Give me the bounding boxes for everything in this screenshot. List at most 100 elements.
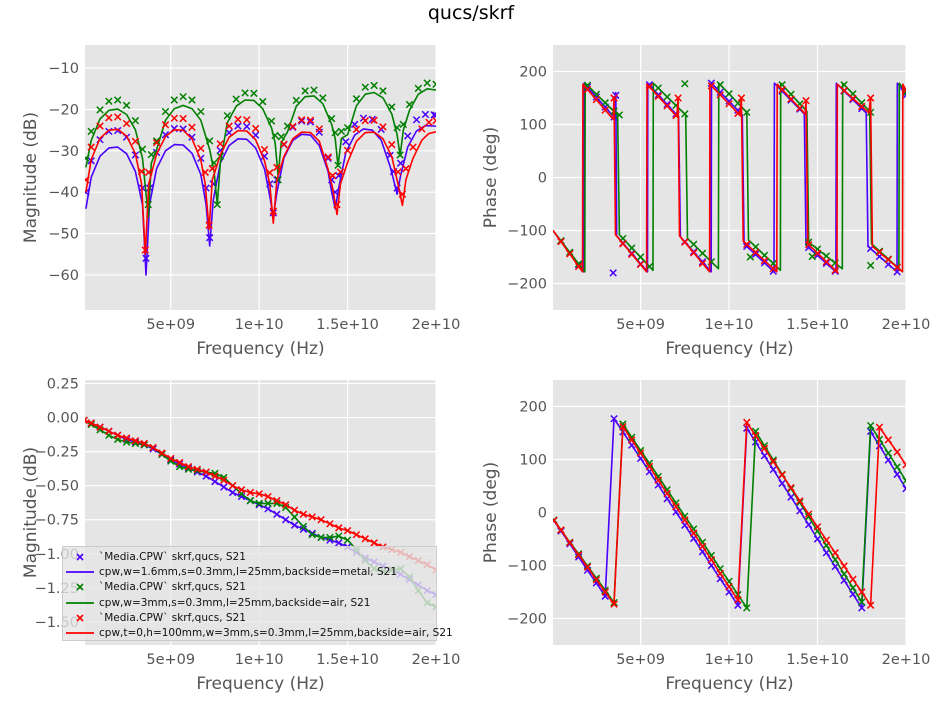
data-point-marker — [370, 81, 378, 90]
data-point-marker — [113, 126, 122, 135]
y-tick-label: −30 — [48, 144, 79, 160]
data-point-marker — [188, 123, 196, 132]
plot-area — [85, 45, 436, 310]
y-tick-label: 0 — [538, 171, 547, 187]
data-point-marker — [197, 144, 205, 153]
y-tick-label: −20 — [48, 102, 79, 118]
data-point-marker — [251, 124, 260, 133]
data-point-marker — [113, 96, 122, 104]
data-point-marker — [96, 122, 104, 130]
x-tick-label: 1e+10 — [235, 317, 284, 333]
line-swatch-icon — [66, 632, 94, 635]
y-tick-label: 200 — [519, 65, 547, 81]
series-layer — [553, 414, 906, 612]
y-tick-label: −100 — [507, 559, 547, 575]
data-point-marker — [361, 83, 370, 91]
x-tick-label: 2e+10 — [412, 317, 461, 333]
y-tick-label: 100 — [519, 118, 547, 134]
y-tick-label: −50 — [48, 227, 79, 243]
legend-label: `Media.CPW` skrf,qucs, S21 — [99, 550, 246, 563]
x-axis-label: Frequency (Hz) — [196, 339, 324, 359]
data-point-marker — [250, 89, 258, 98]
data-point-marker — [131, 137, 140, 146]
data-point-marker — [243, 122, 251, 131]
data-point-marker — [188, 133, 196, 141]
x-tick-label: 2e+10 — [882, 652, 931, 668]
data-point-marker — [352, 95, 361, 103]
data-point-marker — [113, 113, 122, 121]
y-tick-label: −0.75 — [35, 513, 79, 529]
data-point-marker — [297, 116, 306, 124]
legend-label: `Media.CPW` skrf,qucs, S21 — [99, 611, 246, 624]
data-point-marker — [216, 140, 225, 148]
y-tick-label: 100 — [519, 453, 547, 469]
data-point-marker — [409, 143, 417, 151]
x-axis-label: Frequency (Hz) — [665, 674, 793, 694]
legend-label: cpw,w=3mm,s=0.3mm,l=25mm,backside=air, S… — [99, 596, 371, 609]
data-point-marker — [432, 116, 436, 125]
data-point-marker — [306, 118, 315, 126]
data-point-marker — [370, 116, 378, 124]
x-tick-label: 1.5e+10 — [316, 317, 379, 333]
x-tick-label: 1.5e+10 — [786, 317, 849, 333]
x-tick-label: 1.5e+10 — [786, 652, 849, 668]
data-point-marker — [85, 416, 88, 425]
series-line — [553, 417, 906, 609]
data-point-marker — [319, 94, 327, 102]
data-point-marker — [315, 125, 324, 133]
data-point-marker — [260, 145, 269, 154]
data-point-marker — [280, 140, 288, 148]
data-point-marker — [808, 252, 816, 261]
data-point-marker — [96, 106, 104, 114]
subplot-s11-magnitude: 5e+09 1e+10 1.5e+10 2e+10 −10 −20 −30 −40 −50 −60… — [21, 45, 460, 359]
data-point-marker — [241, 89, 249, 97]
data-point-marker — [337, 127, 346, 136]
x-tick-label: 5e+09 — [616, 652, 665, 668]
y-tick-label: 0 — [538, 506, 547, 522]
series-line — [85, 88, 436, 218]
data-point-marker — [306, 116, 315, 124]
data-point-marker — [142, 254, 150, 263]
x-tick-label: 5e+09 — [616, 317, 665, 333]
data-point-marker — [379, 87, 387, 95]
subplot-s11-phase: 5e+09 1e+10 1.5e+10 2e+10 200 100 0 −100 −200 Fre… — [481, 45, 930, 359]
legend-label: `Media.CPW` skrf,qucs, S21 — [99, 581, 246, 594]
x-tick-label: 5e+09 — [146, 317, 195, 333]
data-point-marker — [87, 143, 95, 151]
data-point-marker — [258, 97, 267, 106]
data-point-marker — [105, 97, 113, 105]
x-axis-label: Frequency (Hz) — [665, 339, 793, 359]
y-axis-label: Magnitude (dB) — [21, 112, 41, 243]
legend-entry: cpw,w=3mm,s=0.3mm,l=25mm,backside=air, S… — [63, 595, 436, 610]
data-point-marker — [432, 80, 436, 89]
x-tick-label: 2e+10 — [882, 317, 931, 333]
y-tick-label: 200 — [519, 400, 547, 416]
y-axis-label: Phase (deg) — [481, 462, 501, 563]
data-point-marker — [197, 107, 205, 116]
data-point-marker — [425, 118, 433, 127]
marker-x-icon — [76, 583, 84, 591]
x-axis-label: Frequency (Hz) — [196, 674, 324, 694]
data-point-marker — [273, 163, 281, 172]
data-point-marker — [336, 168, 345, 176]
data-point-marker — [379, 123, 387, 131]
data-point-marker — [423, 79, 431, 87]
data-point-marker — [234, 115, 242, 124]
series-line — [553, 83, 906, 273]
data-point-marker — [122, 101, 131, 110]
data-point-marker — [105, 114, 113, 122]
legend-entry: `Media.CPW` skrf,qucs, S21 — [63, 549, 436, 564]
data-point-marker — [418, 125, 426, 133]
data-point-marker — [414, 84, 423, 93]
subplot-s21-magnitude: 5e+09 1e+10 1.5e+10 2e+10 0.25 0.00 −0.25 −0.50… — [21, 377, 460, 694]
data-point-marker — [432, 111, 436, 120]
data-point-marker — [352, 125, 361, 134]
data-point-marker — [324, 153, 332, 161]
y-axis-label: Magnitude (dB) — [21, 447, 41, 578]
y-tick-label: −40 — [48, 185, 79, 201]
series-line — [553, 423, 906, 609]
legend-entry: `Media.CPW` skrf,qucs, S21 — [63, 610, 436, 625]
data-point-marker — [902, 86, 906, 94]
legend-entry: cpw,t=0,h=100mm,w=3mm,s=0.3mm,l=25mm,bac… — [63, 625, 453, 640]
marker-x-icon — [76, 553, 84, 561]
